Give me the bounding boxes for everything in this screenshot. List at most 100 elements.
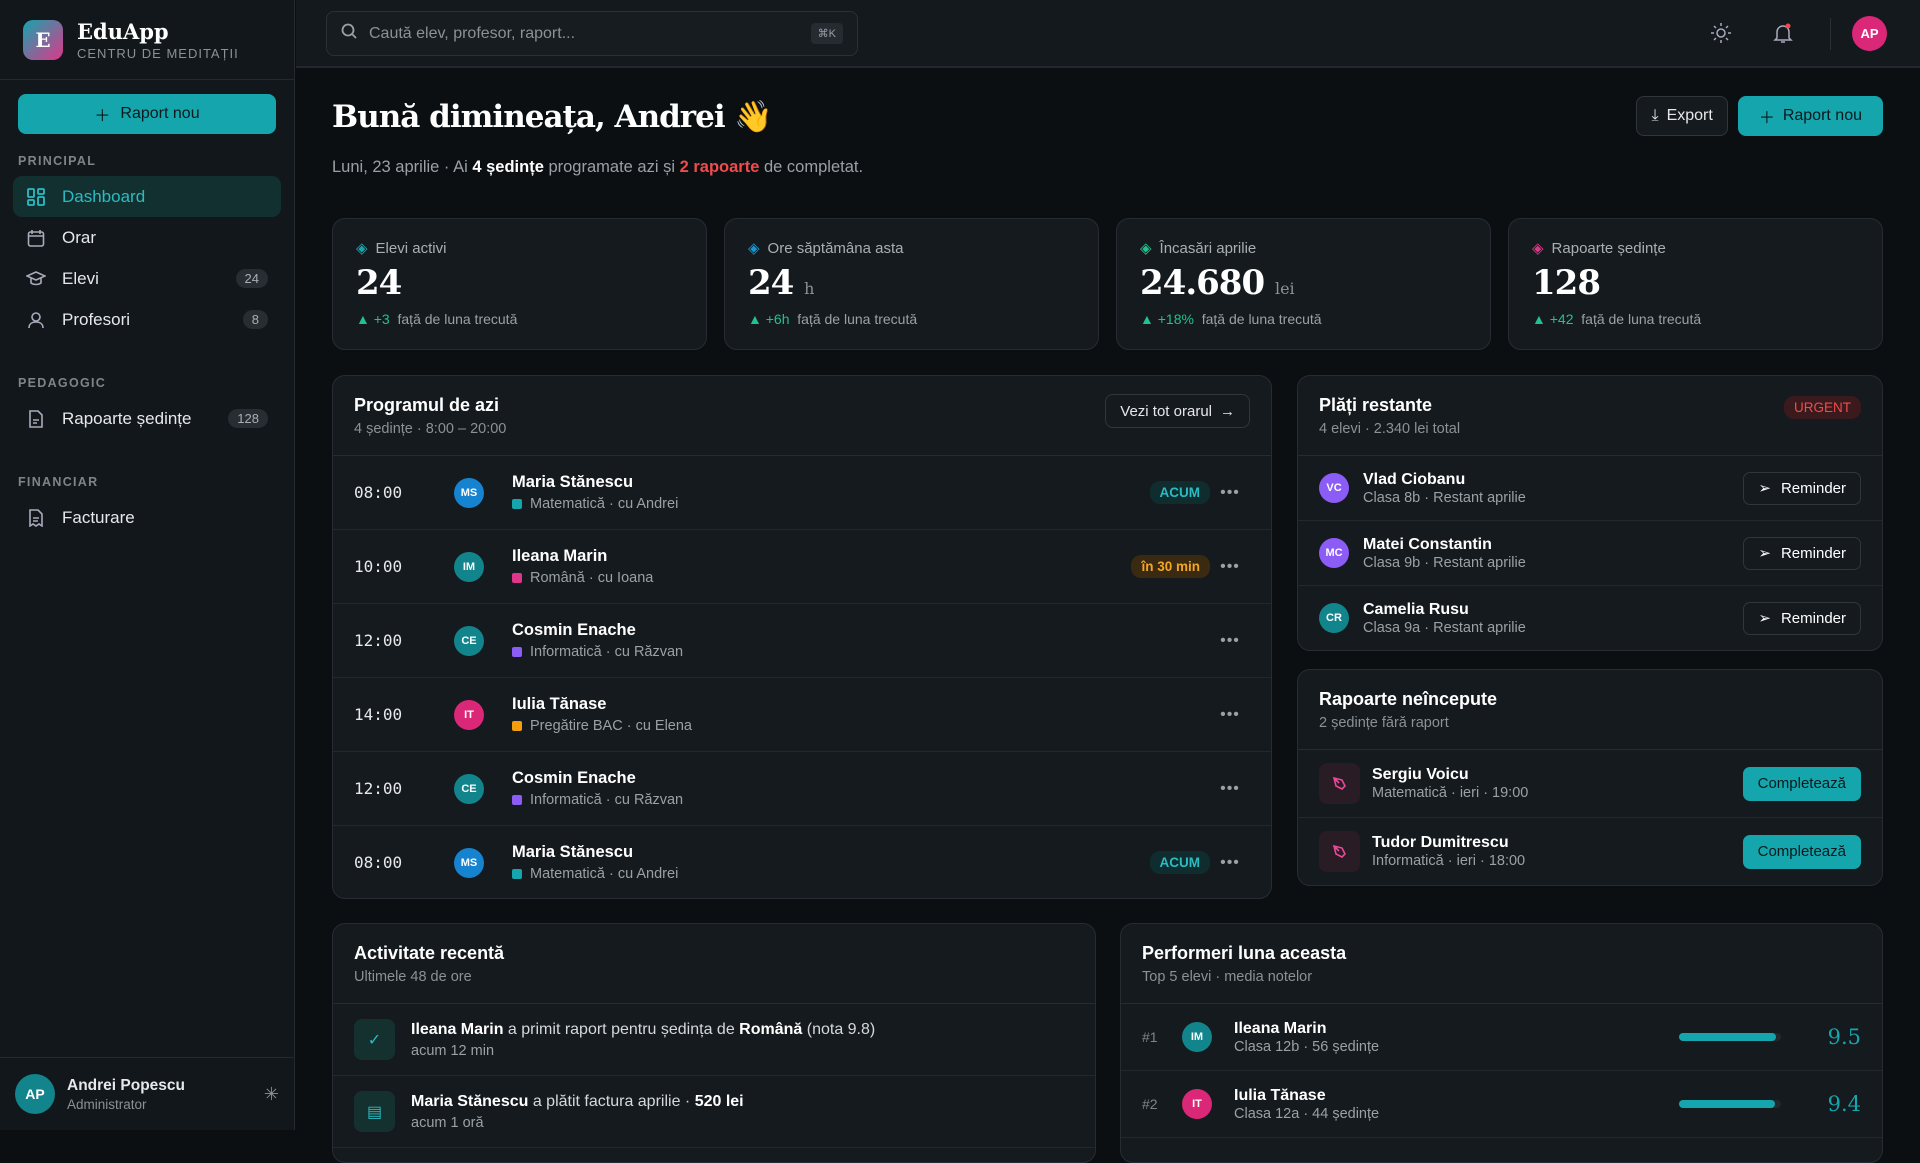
avatar: AP bbox=[15, 1074, 55, 1114]
session-time: 14:00 bbox=[354, 705, 403, 724]
complete-report-button[interactable]: Completează bbox=[1742, 834, 1861, 869]
activity-item: ▤ Maria Stănescu a plătit factura aprili… bbox=[333, 1076, 1095, 1148]
sidebar-item-rapoarte[interactable]: Rapoarte ședințe 128 bbox=[13, 398, 281, 439]
student-name: Iulia Tănase bbox=[512, 695, 607, 713]
sidebar-item-facturare[interactable]: Facturare bbox=[13, 497, 281, 538]
plus-icon: ＋ bbox=[94, 108, 111, 125]
kpi-icon: ◈ bbox=[1532, 240, 1544, 257]
score-bar bbox=[1679, 1100, 1781, 1108]
session-subject: Informatică · cu Răzvan bbox=[530, 792, 684, 808]
performer-row: #1 IM Ileana Marin Clasa 12b · 56 ședințe… bbox=[1121, 1004, 1882, 1071]
sidebar-item-label: Dashboard bbox=[62, 186, 146, 206]
avatar: CE bbox=[454, 773, 484, 804]
avatar: MS bbox=[454, 847, 484, 878]
page-title: Bună dimineața, Andrei 👋 bbox=[332, 99, 773, 135]
kpi-value: 24 h bbox=[748, 263, 815, 303]
complete-report-button[interactable]: Completează bbox=[1742, 766, 1861, 801]
sidebar-item-dashboard[interactable]: Dashboard bbox=[13, 176, 281, 217]
rank: #1 bbox=[1142, 1029, 1158, 1045]
session-meta: Informatică · ieri · 18:00 bbox=[1372, 853, 1526, 869]
theme-toggle-icon[interactable] bbox=[1710, 22, 1732, 49]
sidebar-item-elevi[interactable]: Elevi 24 bbox=[13, 258, 281, 299]
invoice-icon: ▤ bbox=[354, 1091, 395, 1132]
kpi-card: ◈ Rapoarte ședințe 128 ▲ +42 față de luna… bbox=[1508, 218, 1883, 350]
new-report-label: Raport nou bbox=[120, 105, 200, 122]
reminder-button[interactable]: ➢ Reminder bbox=[1743, 471, 1861, 505]
score-bar-fill bbox=[1679, 1100, 1775, 1108]
avatar[interactable]: AP bbox=[1852, 16, 1887, 51]
student-name: Tudor Dumitrescu bbox=[1372, 834, 1509, 851]
schedule-row[interactable]: 10:00 IM Ileana Marin Română · cu Ioana î… bbox=[333, 530, 1271, 604]
activity-text: a plătit factura aprilie · bbox=[528, 1092, 695, 1110]
kpi-delta: ▲ +42 față de luna trecută bbox=[1532, 311, 1702, 327]
kpi-label: Ore săptămâna asta bbox=[767, 239, 904, 257]
grid-icon bbox=[26, 187, 46, 207]
user-icon bbox=[26, 310, 46, 330]
more-options-icon[interactable]: ••• bbox=[1220, 631, 1240, 649]
reminder-button[interactable]: ➢ Reminder bbox=[1743, 536, 1861, 570]
kpi-label: Încasări aprilie bbox=[1159, 239, 1257, 257]
notifications-bell-icon[interactable] bbox=[1772, 22, 1794, 49]
more-options-icon[interactable]: ••• bbox=[1220, 483, 1240, 501]
user-profile[interactable]: AP Andrei Popescu Administrator ✳ bbox=[0, 1057, 294, 1130]
more-options-icon[interactable]: ••• bbox=[1220, 705, 1240, 723]
kpi-card: ◈ Elevi activi 24 ▲ +3 față de luna trecu… bbox=[332, 218, 707, 350]
top-performers-card: Performeri luna aceasta Top 5 elevi · med… bbox=[1120, 923, 1883, 1163]
receipt-icon bbox=[26, 508, 46, 528]
check-icon: ✓ bbox=[354, 1019, 395, 1060]
search-input[interactable]: Caută elev, profesor, raport... ⌘K bbox=[326, 11, 858, 56]
search-placeholder: Caută elev, profesor, raport... bbox=[369, 24, 576, 42]
subject-color-dot bbox=[512, 795, 522, 805]
plus-icon: ＋ bbox=[1758, 110, 1775, 127]
more-options-icon[interactable]: ••• bbox=[1220, 779, 1240, 797]
sidebar-item-profesori[interactable]: Profesori 8 bbox=[13, 299, 281, 340]
new-report-button[interactable]: ＋ Raport nou bbox=[18, 94, 276, 134]
sidebar-item-label: Rapoarte ședințe bbox=[62, 408, 192, 428]
send-icon: ➢ bbox=[1758, 480, 1771, 497]
calendar-icon bbox=[26, 228, 46, 248]
page-subtitle: Luni, 23 aprilie · Ai 4 ședințe programa… bbox=[332, 158, 864, 176]
schedule-row[interactable]: 12:00 CE Cosmin Enache Informatică · cu R… bbox=[333, 604, 1271, 678]
view-schedule-button[interactable]: Vezi tot orarul → bbox=[1105, 394, 1250, 428]
count-badge: 8 bbox=[242, 310, 268, 329]
student-name: Cosmin Enache bbox=[512, 621, 636, 639]
payment-meta: Clasa 8b · Restant aprilie bbox=[1363, 489, 1526, 506]
schedule-row[interactable]: 14:00 IT Iulia Tănase Pregătire BAC · cu … bbox=[333, 678, 1271, 752]
graduation-cap-icon bbox=[26, 269, 46, 289]
schedule-row[interactable]: 08:00 MS Maria Stănescu Matematică · cu A… bbox=[333, 826, 1271, 898]
section-label: PRINCIPAL bbox=[18, 154, 97, 168]
sidebar-item-label: Facturare bbox=[62, 507, 135, 527]
send-icon: ➢ bbox=[1758, 610, 1771, 627]
score-bar bbox=[1679, 1033, 1781, 1041]
sidebar-item-orar[interactable]: Orar bbox=[13, 217, 281, 258]
avatar: CR bbox=[1319, 603, 1349, 633]
count-badge: 128 bbox=[228, 409, 268, 428]
more-options-icon[interactable]: ••• bbox=[1220, 557, 1240, 575]
schedule-row[interactable]: 12:00 CE Cosmin Enache Informatică · cu R… bbox=[333, 752, 1271, 826]
reminder-button[interactable]: ➢ Reminder bbox=[1743, 601, 1861, 635]
kpi-value: 24.680 lei bbox=[1140, 263, 1295, 303]
student-name: Maria Stănescu bbox=[512, 473, 634, 491]
brand-subtitle: CENTRU DE MEDITAȚII bbox=[77, 45, 239, 61]
kpi-label: Rapoarte ședințe bbox=[1551, 239, 1666, 257]
export-button[interactable]: ⤓ Export bbox=[1636, 96, 1728, 136]
score: 9.4 bbox=[1827, 1092, 1861, 1116]
card-title: Plăți restante bbox=[1319, 395, 1433, 415]
sidebar-item-label: Elevi bbox=[62, 268, 99, 288]
score: 9.5 bbox=[1827, 1025, 1861, 1049]
payment-row: VC Vlad Ciobanu Clasa 8b · Restant aprili… bbox=[1298, 456, 1882, 521]
settings-icon[interactable]: ✳ bbox=[263, 1083, 279, 1104]
schedule-row[interactable]: 08:00 MS Maria Stănescu Matematică · cu A… bbox=[333, 456, 1271, 530]
more-options-icon[interactable]: ••• bbox=[1220, 853, 1240, 871]
score-bar-fill bbox=[1679, 1033, 1776, 1041]
payment-row: MC Matei Constantin Clasa 9b · Restant ap… bbox=[1298, 521, 1882, 586]
divider bbox=[1830, 18, 1831, 50]
performer-meta: Clasa 12a · 44 ședințe bbox=[1234, 1105, 1380, 1122]
subject-color-dot bbox=[512, 573, 522, 583]
user-name: Andrei Popescu bbox=[67, 1076, 185, 1094]
pending-report-row: Sergiu Voicu Matematică · ieri · 19:00 Co… bbox=[1298, 750, 1882, 818]
activity-time: acum 12 min bbox=[411, 1042, 495, 1059]
card-subtitle: Ultimele 48 de ore bbox=[354, 969, 472, 985]
activity-item: ✓ Ileana Marin a primit raport pentru șe… bbox=[333, 1004, 1095, 1076]
new-report-button[interactable]: ＋ Raport nou bbox=[1737, 96, 1883, 136]
